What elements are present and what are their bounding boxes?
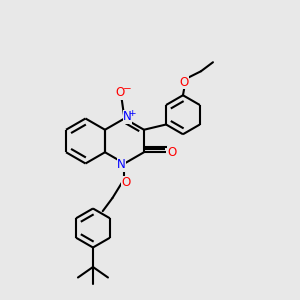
Text: O: O <box>121 176 130 190</box>
Text: +: + <box>128 109 136 118</box>
Text: −: − <box>122 84 131 94</box>
Text: O: O <box>180 76 189 89</box>
Text: N: N <box>117 158 126 172</box>
Text: N: N <box>123 110 132 124</box>
Text: O: O <box>115 86 124 100</box>
Text: O: O <box>167 146 176 159</box>
